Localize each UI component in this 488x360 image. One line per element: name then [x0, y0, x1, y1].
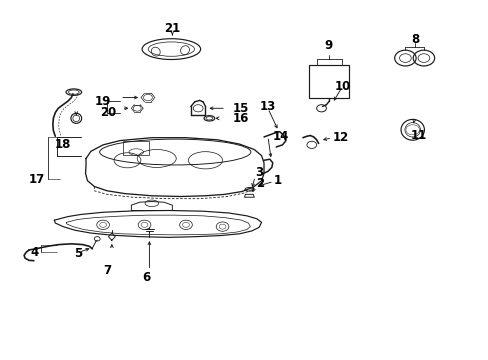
Text: 12: 12 [332, 131, 348, 144]
Text: 20: 20 [100, 106, 116, 119]
Text: 13: 13 [259, 100, 275, 113]
Text: 3: 3 [255, 166, 263, 179]
Text: 17: 17 [29, 173, 45, 186]
Text: 18: 18 [55, 138, 71, 151]
Text: 16: 16 [232, 112, 248, 125]
Text: 2: 2 [256, 177, 264, 190]
Text: 10: 10 [334, 80, 350, 93]
Text: 11: 11 [410, 129, 427, 142]
Text: 14: 14 [272, 130, 289, 143]
Text: 9: 9 [324, 39, 332, 52]
Text: 4: 4 [31, 246, 39, 259]
Text: 5: 5 [74, 247, 81, 260]
Text: 15: 15 [232, 102, 248, 115]
Text: 21: 21 [164, 22, 180, 35]
Text: 1: 1 [273, 174, 281, 187]
Text: 19: 19 [95, 95, 111, 108]
Text: 6: 6 [142, 271, 150, 284]
Text: 8: 8 [410, 33, 418, 46]
Text: 7: 7 [102, 264, 111, 277]
